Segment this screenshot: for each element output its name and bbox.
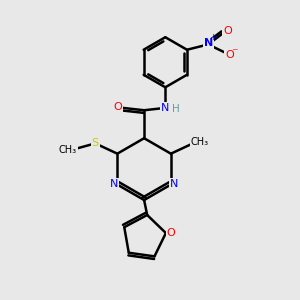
Text: O: O [167, 228, 176, 238]
Text: S: S [92, 138, 99, 148]
Text: N: N [110, 179, 118, 189]
Text: CH₃: CH₃ [190, 137, 208, 147]
Text: CH₃: CH₃ [59, 145, 77, 155]
Text: ⁻: ⁻ [231, 46, 238, 59]
Text: N: N [161, 103, 169, 113]
Text: O: O [225, 50, 234, 60]
Text: N: N [204, 38, 213, 48]
Text: N: N [170, 179, 178, 189]
Text: H: H [172, 104, 179, 114]
Text: O: O [113, 102, 122, 112]
Text: +: + [209, 33, 217, 42]
Text: O: O [223, 26, 232, 36]
